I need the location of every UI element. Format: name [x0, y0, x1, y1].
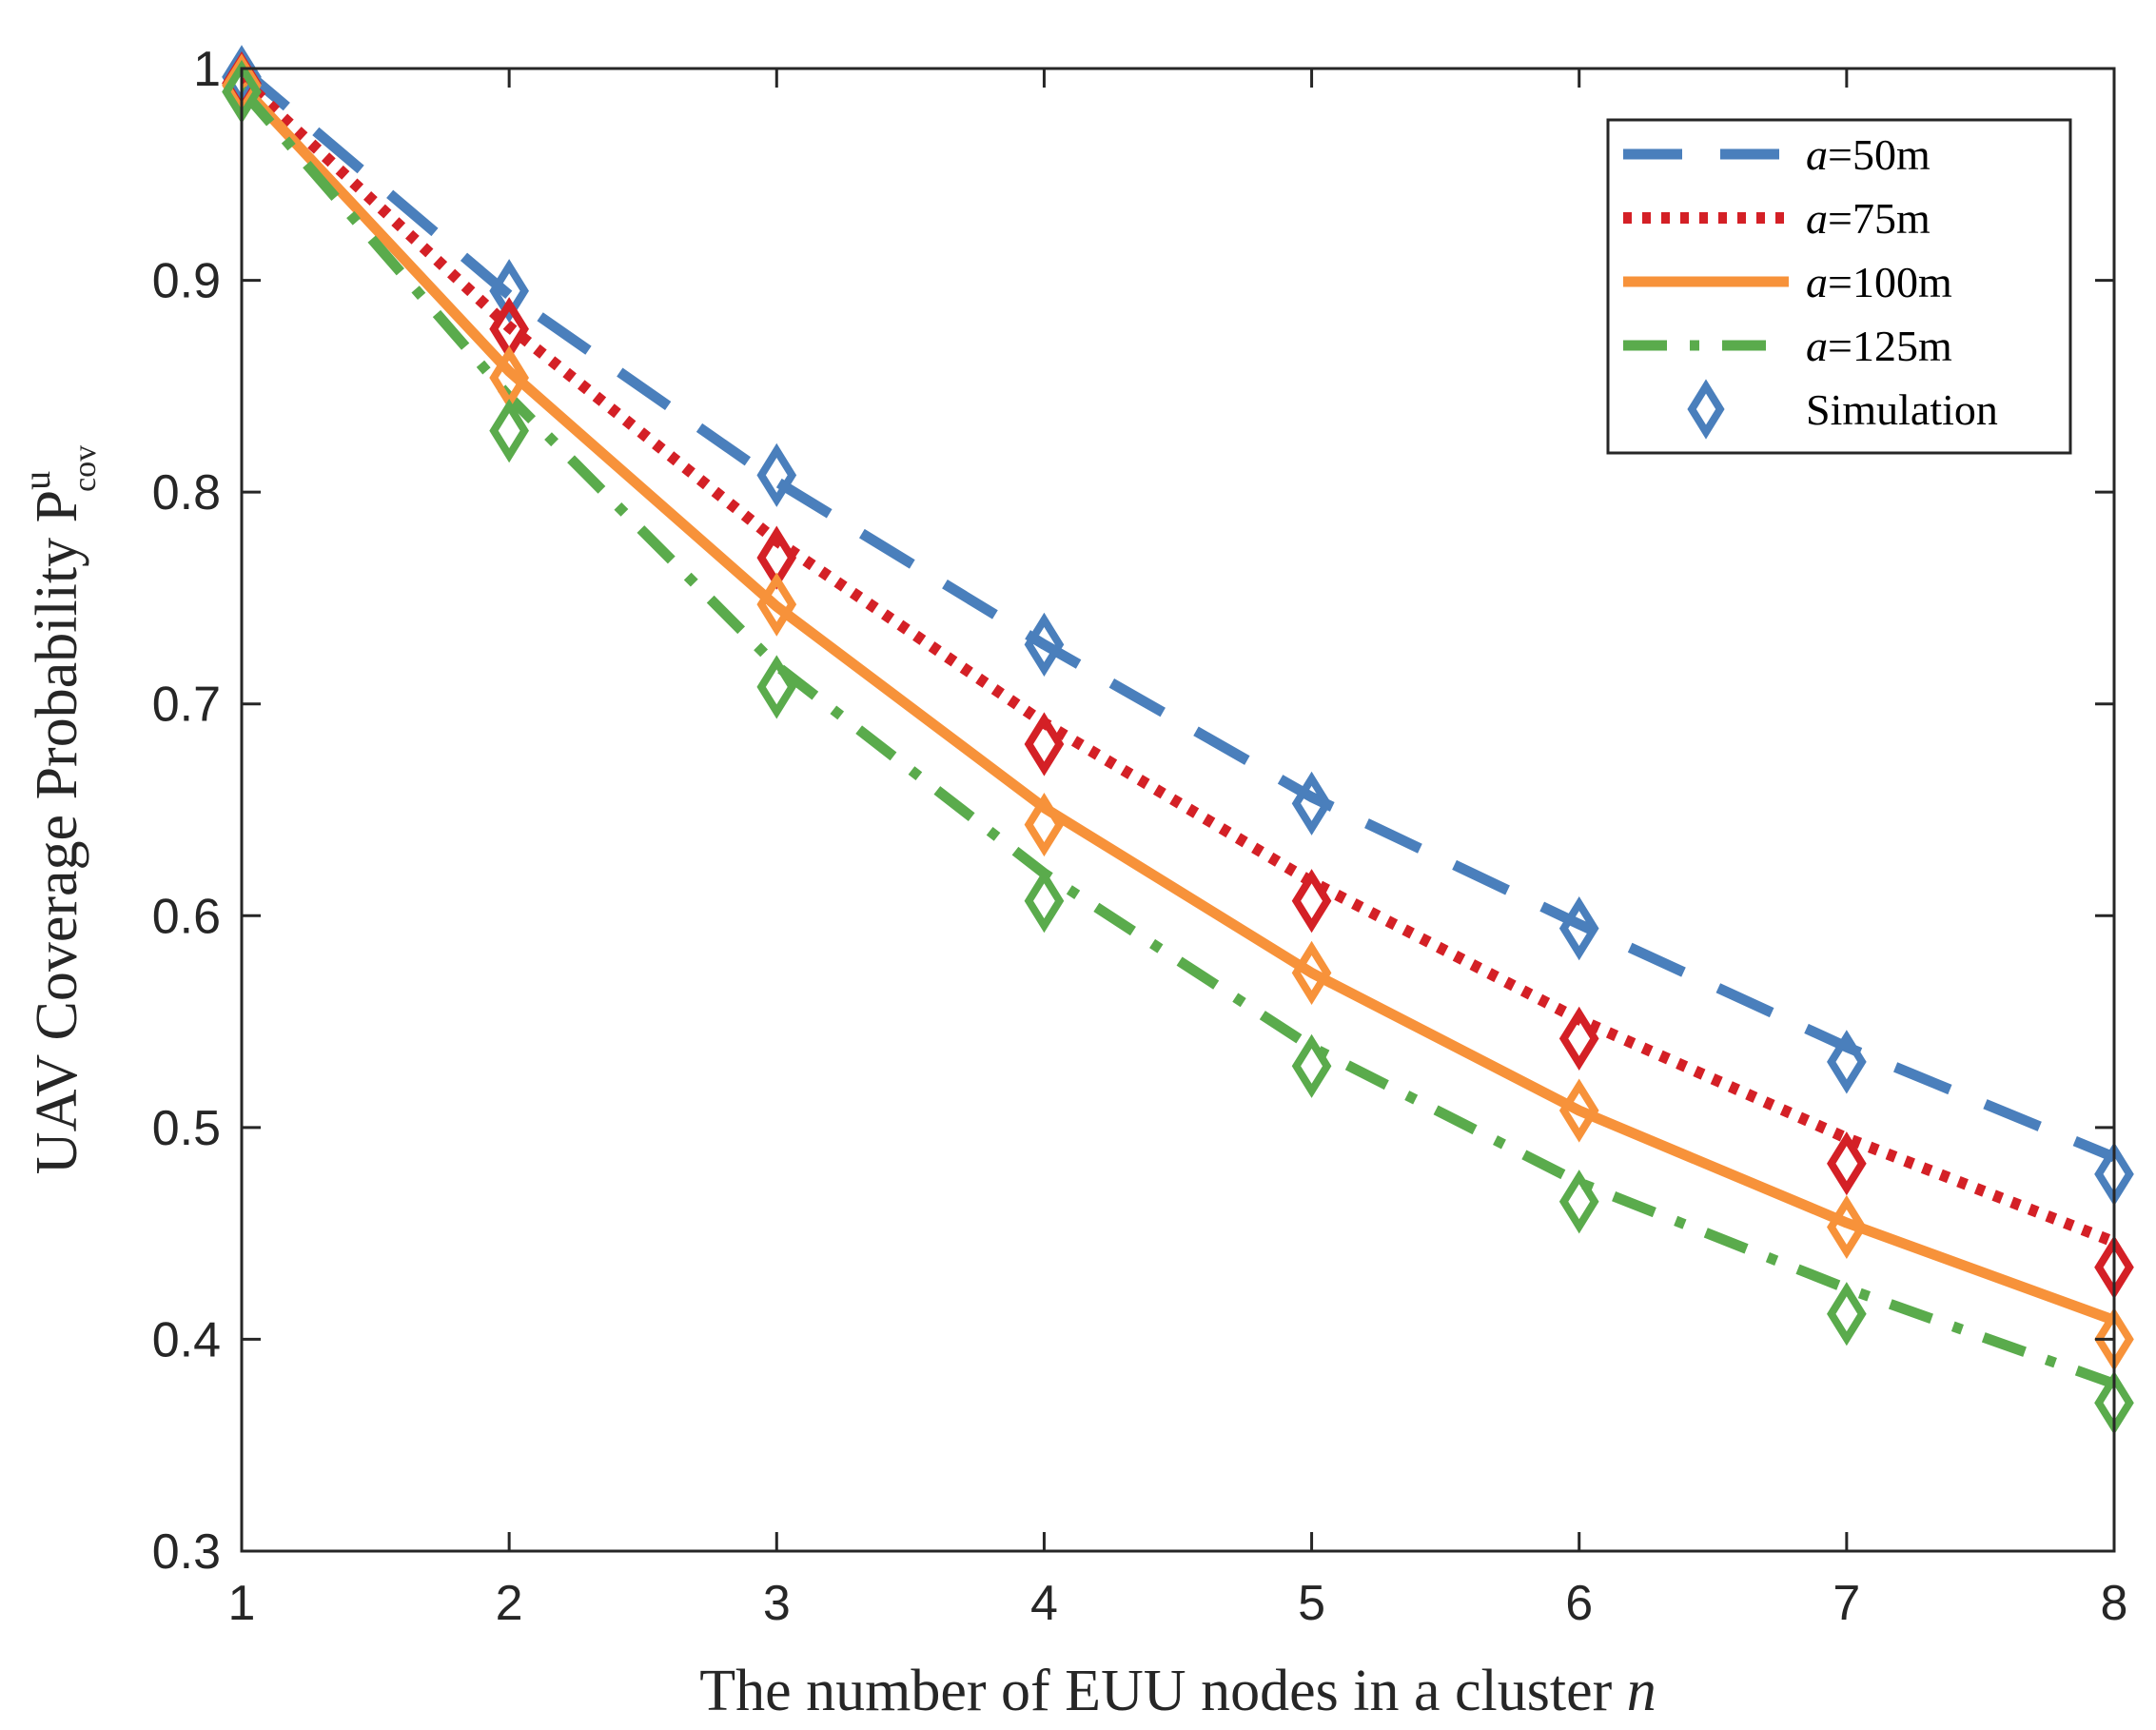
legend-label-variable: a: [1806, 258, 1828, 306]
simulation-marker: [756, 442, 797, 507]
x-axis-label-variable: n: [1627, 1659, 1656, 1723]
y-tick-label: 1: [193, 42, 221, 97]
y-axis-label-superscript: u: [15, 471, 58, 490]
simulation-marker: [1827, 1030, 1867, 1094]
legend-label-variable: a: [1806, 194, 1828, 243]
x-tick-label: 8: [2101, 1576, 2128, 1631]
y-axis-label: UAV Coverage Probability Pu cov: [15, 445, 103, 1174]
y-tick-label: 0.3: [152, 1524, 221, 1580]
simulation-marker: [1024, 792, 1065, 857]
legend-label: a=125m: [1806, 322, 1952, 370]
legend-label-value: =125m: [1828, 322, 1952, 370]
simulation-marker: [1827, 1131, 1867, 1196]
simulation-marker: [1558, 896, 1599, 961]
y-tick-label: 0.7: [152, 678, 221, 733]
diamond-icon: [1687, 379, 1725, 440]
simulation-marker: [1827, 1282, 1867, 1347]
axis-ticks-group: 1 2 3 4 5 6 7 8 0.3 0.4 0.5 0.6 0.7 0.8 0.9 1: [152, 42, 2128, 1631]
plot-frame: [240, 67, 2116, 1553]
y-axis-label-subscript: cov: [68, 445, 103, 492]
x-tick-label: 3: [763, 1576, 791, 1631]
y-tick-label: 0.8: [152, 465, 221, 521]
legend-label-variable: a: [1806, 322, 1828, 370]
legend-label-value: =50m: [1828, 130, 1931, 179]
simulation-marker: [1558, 1078, 1599, 1143]
simulation-marker: [1291, 869, 1332, 934]
simulation-marker: [489, 399, 529, 463]
y-tick-label: 0.9: [152, 254, 221, 309]
x-axis-label: The number of EUU nodes in a cluster n: [699, 1659, 1656, 1723]
simulation-marker: [1291, 1033, 1332, 1098]
simulation-marker: [489, 259, 529, 324]
y-tick-label: 0.6: [152, 889, 221, 944]
series-line-75m: [242, 74, 2114, 1248]
series-lines-group: [242, 69, 2114, 1389]
simulation-marker: [1558, 1006, 1599, 1071]
y-axis-label-text: UAV Coverage Probability P: [25, 490, 89, 1174]
simulation-marker: [1024, 712, 1065, 777]
x-axis-label-text: The number of EUU nodes in a cluster: [699, 1659, 1627, 1723]
x-tick-label: 1: [228, 1576, 256, 1631]
simulation-marker: [1827, 1194, 1867, 1260]
y-tick-label: 0.4: [152, 1312, 221, 1367]
legend-label-value: =100m: [1828, 258, 1952, 306]
simulation-marker: [1291, 940, 1332, 1005]
simulation-marker: [1291, 771, 1332, 836]
legend-label: a=50m: [1806, 130, 1931, 179]
series-line-50m: [242, 69, 2114, 1163]
x-tick-label: 6: [1565, 1576, 1593, 1631]
simulation-marker: [1558, 1170, 1599, 1234]
y-tick-label: 0.5: [152, 1101, 221, 1156]
simulation-marker: [1024, 612, 1065, 677]
simulation-marker: [756, 572, 797, 637]
legend-label-variable: a: [1806, 130, 1828, 179]
x-tick-label: 5: [1298, 1576, 1325, 1631]
series-line-100m: [242, 82, 2114, 1326]
legend-label: a=100m: [1806, 258, 1952, 306]
series-line-125m: [242, 86, 2114, 1389]
legend-label-simulation: Simulation: [1806, 385, 1998, 434]
simulation-marker: [756, 655, 797, 719]
legend-label: a=75m: [1806, 194, 1931, 243]
simulation-marker: [1024, 869, 1065, 934]
x-tick-label: 7: [1833, 1576, 1860, 1631]
x-tick-label: 2: [496, 1576, 523, 1631]
legend-label-value: =75m: [1828, 194, 1931, 243]
x-tick-label: 4: [1030, 1576, 1058, 1631]
